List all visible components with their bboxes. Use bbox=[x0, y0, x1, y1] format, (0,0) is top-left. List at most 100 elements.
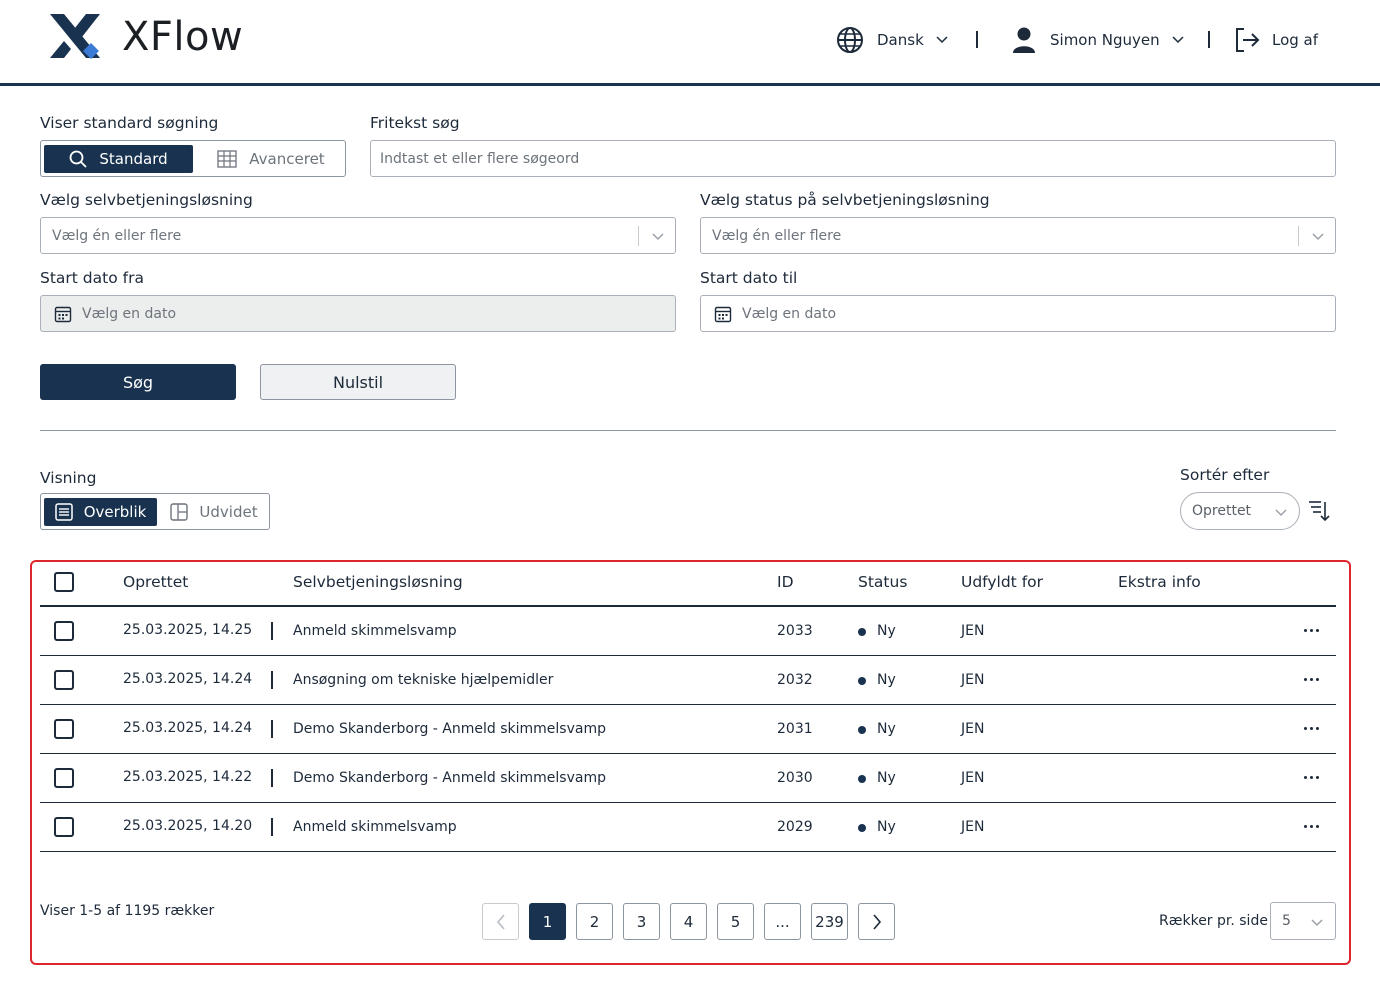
previous-page-button[interactable] bbox=[482, 903, 519, 940]
more-actions-icon[interactable] bbox=[1304, 825, 1319, 828]
chevron-down-icon bbox=[652, 233, 664, 241]
freetext-search-input[interactable]: Indtast et eller flere søgeord bbox=[370, 140, 1336, 177]
user-name: Simon Nguyen bbox=[1050, 31, 1160, 49]
logo-text: XFlow bbox=[122, 14, 244, 60]
row-checkbox[interactable] bbox=[54, 817, 74, 837]
cell-id: 2029 bbox=[777, 819, 813, 835]
language-selector[interactable]: Dansk bbox=[836, 24, 948, 56]
logout-button[interactable]: Log af bbox=[1234, 24, 1318, 56]
page-button-1[interactable]: 1 bbox=[529, 903, 566, 940]
row-checkbox[interactable] bbox=[54, 719, 74, 739]
advanced-grid-icon bbox=[217, 150, 237, 168]
page-button-5[interactable]: 5 bbox=[717, 903, 754, 940]
status-placeholder: Vælg én eller flere bbox=[712, 227, 842, 244]
page-button-2[interactable]: 2 bbox=[576, 903, 613, 940]
cell-solution[interactable]: Demo Skanderborg - Anmeld skimmelsvamp bbox=[293, 721, 606, 737]
overview-label: Overblik bbox=[83, 503, 147, 521]
row-separator bbox=[271, 622, 273, 640]
rows-per-page-select[interactable]: 5 bbox=[1270, 902, 1336, 940]
xflow-logo-icon[interactable] bbox=[48, 12, 104, 62]
select-all-checkbox[interactable] bbox=[54, 572, 74, 592]
reset-button[interactable]: Nulstil bbox=[260, 364, 456, 400]
cell-created: 25.03.2025, 14.24 bbox=[123, 720, 253, 736]
cell-id: 2030 bbox=[777, 770, 813, 786]
column-header-filled-for[interactable]: Udfyldt for bbox=[961, 573, 1044, 591]
header-divider bbox=[40, 605, 1336, 607]
row-separator bbox=[271, 671, 273, 689]
column-header-extra: Ekstra info bbox=[1118, 573, 1201, 591]
start-date-to-input[interactable]: Vælg en dato bbox=[700, 295, 1336, 332]
cell-filled-for: JEN bbox=[961, 819, 985, 835]
freetext-placeholder: Indtast et eller flere søgeord bbox=[380, 150, 580, 167]
cell-filled-for: JEN bbox=[961, 721, 985, 737]
cell-filled-for: JEN bbox=[961, 770, 985, 786]
column-header-status[interactable]: Status bbox=[858, 573, 908, 591]
start-from-label: Start dato fra bbox=[40, 269, 144, 287]
next-page-button[interactable] bbox=[858, 903, 895, 940]
section-divider bbox=[40, 430, 1336, 431]
cell-solution[interactable]: Anmeld skimmelsvamp bbox=[293, 819, 457, 835]
list-icon bbox=[54, 503, 73, 521]
search-icon bbox=[69, 150, 88, 168]
cell-id: 2032 bbox=[777, 672, 813, 688]
sort-direction-icon[interactable] bbox=[1308, 499, 1330, 523]
chevron-down-icon bbox=[936, 36, 948, 44]
cell-solution[interactable]: Ansøgning om tekniske hjælpemidler bbox=[293, 672, 554, 688]
search-button[interactable]: Søg bbox=[40, 364, 236, 400]
status-select-label: Vælg status på selvbetjeningsløsning bbox=[700, 191, 990, 209]
status-dot-icon bbox=[858, 726, 866, 734]
status-dot-icon bbox=[858, 824, 866, 832]
status-dot-icon bbox=[858, 628, 866, 636]
row-checkbox[interactable] bbox=[54, 621, 74, 641]
cell-solution[interactable]: Anmeld skimmelsvamp bbox=[293, 623, 457, 639]
more-actions-icon[interactable] bbox=[1304, 727, 1319, 730]
cell-id: 2031 bbox=[777, 721, 813, 737]
column-header-solution[interactable]: Selvbetjeningsløsning bbox=[293, 573, 463, 591]
results-table-highlight bbox=[30, 560, 1351, 965]
row-checkbox[interactable] bbox=[54, 768, 74, 788]
cell-created: 25.03.2025, 14.25 bbox=[123, 622, 253, 638]
sort-select[interactable]: Oprettet bbox=[1180, 492, 1300, 530]
advanced-search-button[interactable]: Avanceret bbox=[201, 145, 341, 173]
overview-view-button[interactable]: Overblik bbox=[44, 498, 157, 526]
chevron-left-icon bbox=[496, 913, 505, 930]
cell-filled-for: JEN bbox=[961, 672, 985, 688]
row-divider bbox=[40, 802, 1336, 803]
status-select[interactable]: Vælg én eller flere bbox=[700, 217, 1336, 254]
chevron-right-icon bbox=[872, 913, 881, 930]
row-separator bbox=[271, 720, 273, 738]
row-separator bbox=[271, 818, 273, 836]
status-dot-icon bbox=[858, 775, 866, 783]
column-header-created[interactable]: Oprettet bbox=[123, 573, 189, 591]
calendar-icon bbox=[54, 306, 72, 322]
start-to-label: Start dato til bbox=[700, 269, 798, 287]
row-separator bbox=[271, 769, 273, 787]
sort-label: Sortér efter bbox=[1180, 466, 1270, 484]
view-toggle: Overblik Udvidet bbox=[40, 493, 270, 530]
user-menu[interactable]: Simon Nguyen bbox=[1012, 24, 1184, 56]
extended-view-button[interactable]: Udvidet bbox=[163, 498, 265, 526]
cell-solution[interactable]: Demo Skanderborg - Anmeld skimmelsvamp bbox=[293, 770, 606, 786]
page-button-3[interactable]: 3 bbox=[623, 903, 660, 940]
more-actions-icon[interactable] bbox=[1304, 629, 1319, 632]
start-date-from-input[interactable]: Vælg en dato bbox=[40, 295, 676, 332]
row-checkbox[interactable] bbox=[54, 670, 74, 690]
cell-created: 25.03.2025, 14.20 bbox=[123, 818, 253, 834]
more-actions-icon[interactable] bbox=[1304, 678, 1319, 681]
solution-select[interactable]: Vælg én eller flere bbox=[40, 217, 676, 254]
view-label: Visning bbox=[40, 469, 97, 487]
more-actions-icon[interactable] bbox=[1304, 776, 1319, 779]
page-button-4[interactable]: 4 bbox=[670, 903, 707, 940]
sort-value: Oprettet bbox=[1192, 503, 1252, 519]
column-header-id[interactable]: ID bbox=[777, 573, 794, 591]
extended-label: Udvidet bbox=[199, 503, 258, 521]
header-divider bbox=[976, 31, 978, 48]
page-button-last[interactable]: 239 bbox=[811, 903, 848, 940]
chevron-down-icon bbox=[1312, 233, 1324, 241]
pagination-summary: Viser 1-5 af 1195 rækker bbox=[40, 903, 215, 919]
header-divider bbox=[1208, 31, 1210, 48]
row-divider bbox=[40, 704, 1336, 705]
solution-label: Vælg selvbetjeningsløsning bbox=[40, 191, 253, 209]
standard-search-button[interactable]: Standard bbox=[44, 145, 193, 173]
row-divider bbox=[40, 655, 1336, 656]
